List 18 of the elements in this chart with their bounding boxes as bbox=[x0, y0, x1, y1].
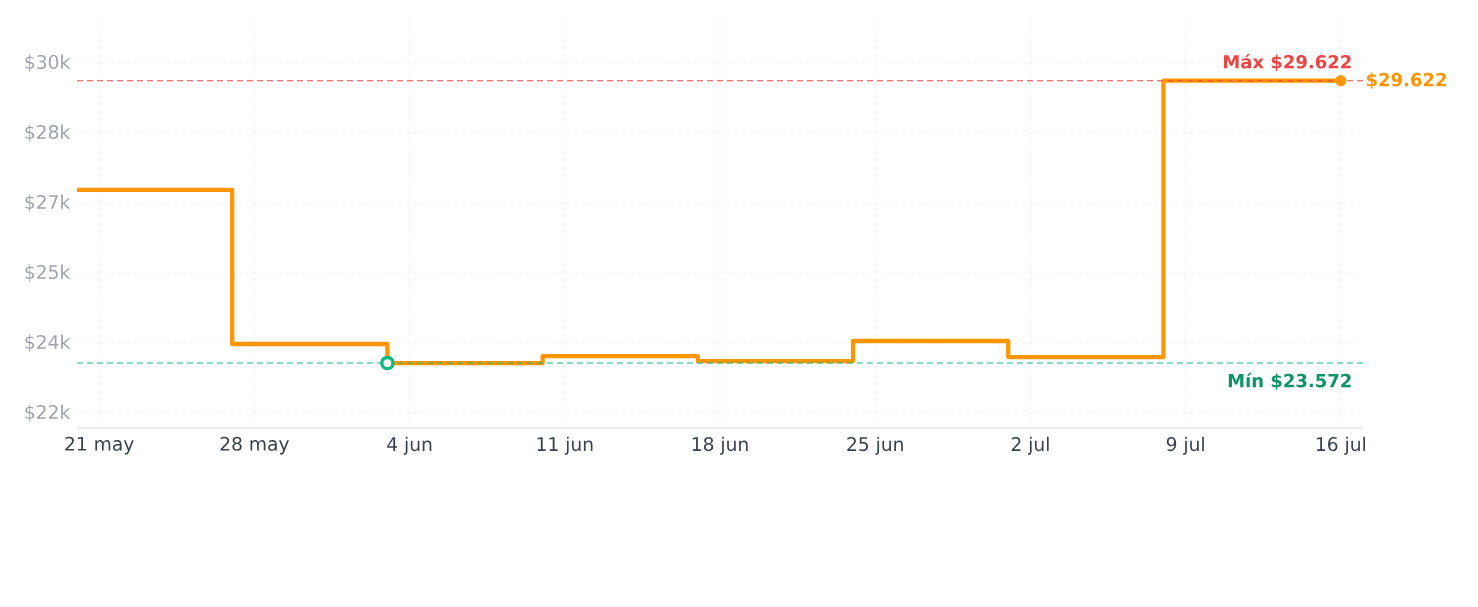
ref-line-label: Máx $29.622 bbox=[1224, 53, 1351, 71]
x-tick-label: 25 jun bbox=[847, 436, 903, 455]
y-tick-label: $25k bbox=[25, 264, 71, 282]
x-tick-label: 2 jul bbox=[1011, 436, 1049, 455]
ref-line-label: Mín $23.572 bbox=[1228, 372, 1351, 390]
x-tick-label: 16 jul bbox=[1316, 436, 1365, 455]
y-tick-label: $27k bbox=[25, 194, 71, 212]
x-tick-label: 11 jun bbox=[537, 436, 593, 455]
x-tick-label: 9 jul bbox=[1166, 436, 1204, 455]
annotation: $29.622 bbox=[1366, 72, 1446, 89]
x-tick-label: 18 jun bbox=[692, 436, 748, 455]
y-tick-label: $28k bbox=[25, 124, 71, 142]
y-tick-label: $24k bbox=[25, 334, 71, 352]
y-tick-label: $30k bbox=[25, 54, 71, 72]
x-tick-label: 4 jun bbox=[387, 436, 432, 455]
x-tick-label: 21 may bbox=[65, 436, 134, 455]
x-tick-label: 28 may bbox=[220, 436, 289, 455]
y-tick-label: $22k bbox=[25, 404, 71, 422]
